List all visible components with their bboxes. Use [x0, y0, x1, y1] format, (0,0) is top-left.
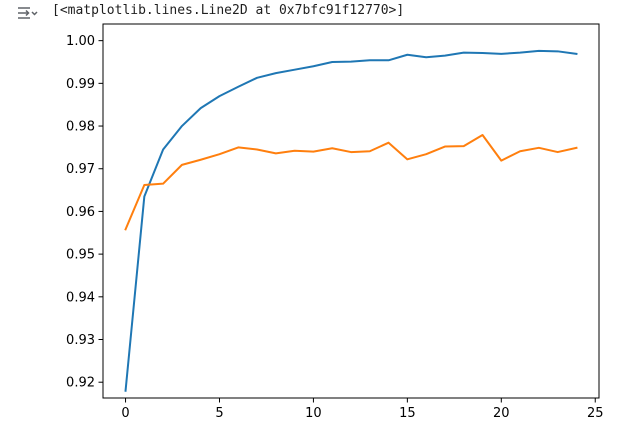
y-tick-label: 0.95 — [66, 248, 95, 263]
x-tick-label: 5 — [215, 406, 223, 421]
plot-frame — [102, 23, 600, 399]
y-tick-label: 0.98 — [66, 120, 95, 135]
y-tick-label: 0.92 — [66, 376, 95, 391]
output-actions-icon[interactable] — [16, 5, 38, 21]
y-tick-label: 0.93 — [66, 333, 95, 348]
series-line-0 — [124, 49, 578, 392]
y-tick-label: 0.96 — [66, 205, 95, 220]
x-tick-label: 20 — [493, 406, 510, 421]
x-tick-label: 25 — [587, 406, 604, 421]
y-tick-label: 0.94 — [66, 290, 95, 305]
plot-area: 0 5 10 15 20 25 0.92 0.93 0.94 0.95 0.96 0.97 0.98 0.… — [66, 23, 604, 421]
x-tick-label: 10 — [305, 406, 322, 421]
output-actions-icon-svg — [18, 7, 38, 19]
output-repr-text: [<matplotlib.lines.Line2D at 0x7bfc91f12… — [52, 3, 405, 18]
series-line-1 — [124, 134, 578, 231]
x-tick-label: 15 — [399, 406, 416, 421]
x-tick-label: 0 — [121, 406, 129, 421]
y-tick-label: 0.99 — [66, 77, 95, 92]
y-tick-label: 0.97 — [66, 162, 95, 177]
y-tick-label: 1.00 — [66, 34, 95, 49]
